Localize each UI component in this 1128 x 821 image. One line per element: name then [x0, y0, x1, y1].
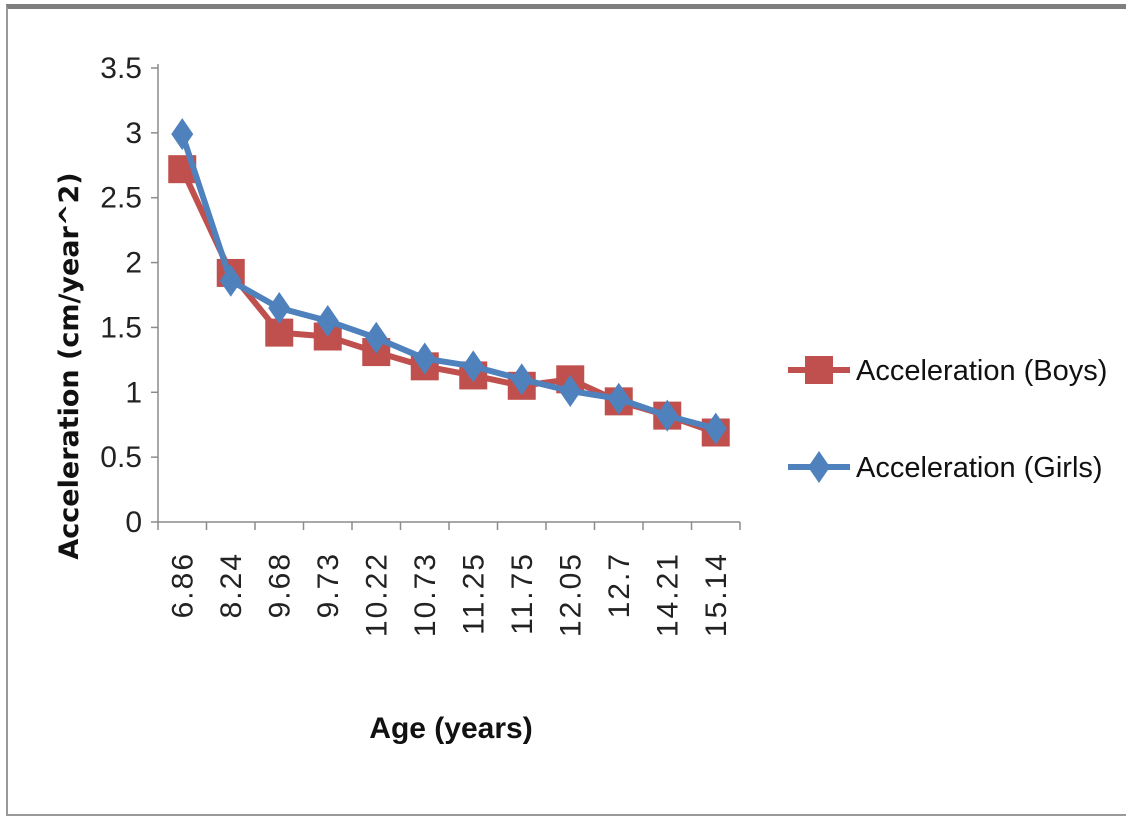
- x-tick-label: 14.21: [651, 552, 684, 637]
- x-tick-label: 11.25: [457, 552, 490, 635]
- data-point-diamond: [171, 118, 194, 151]
- data-point-diamond: [559, 374, 582, 407]
- legend-entry: Acceleration (Girls): [788, 451, 1103, 484]
- x-tick-label: 8.24: [215, 552, 248, 618]
- x-tick-label: 6.86: [166, 552, 199, 618]
- x-tick-label: 12.05: [554, 552, 587, 637]
- y-tick-label: 2.5: [100, 182, 142, 215]
- data-point-diamond: [462, 350, 485, 383]
- y-tick-label: 2: [125, 247, 142, 280]
- legend-label: Acceleration (Girls): [856, 452, 1103, 484]
- x-tick-label: 10.22: [360, 552, 393, 637]
- data-point-diamond: [365, 321, 388, 354]
- data-point-diamond: [607, 382, 630, 415]
- x-tick-label: 15.14: [700, 552, 733, 637]
- legend-marker-diamond: [808, 451, 830, 483]
- data-point-diamond: [510, 363, 533, 396]
- legend-entry: Acceleration (Boys): [788, 355, 1107, 387]
- y-tick-label: 1.5: [100, 311, 142, 344]
- y-tick-label: 3.5: [100, 52, 142, 85]
- x-tick-label: 12.7: [603, 552, 636, 618]
- legend-marker-square: [805, 356, 833, 384]
- x-tick-label: 11.75: [506, 552, 539, 635]
- y-tick-label: 1: [125, 376, 142, 409]
- data-point-diamond: [656, 399, 679, 432]
- x-tick-label: 9.73: [312, 552, 345, 618]
- x-axis-title: Age (years): [369, 712, 532, 745]
- x-tick-label: 9.68: [263, 552, 296, 618]
- x-tick-label: 10.73: [409, 552, 442, 637]
- chart-frame: [6, 4, 1126, 816]
- series-layer: [168, 118, 730, 447]
- series-boys: [168, 155, 730, 447]
- legend: Acceleration (Boys) Acceleration (Girls): [788, 355, 1107, 484]
- x-axis-ticks: 6.86 8.24 9.68 9.73 10.22 10.73 11.25 11.75 12.0…: [157, 522, 741, 637]
- y-tick-label: 0: [125, 506, 142, 539]
- y-axis-ticks: 0 0.5 1 1.5 2 2.5 3 3.5: [100, 52, 158, 539]
- data-point-diamond: [704, 412, 727, 445]
- data-point-diamond: [316, 304, 339, 337]
- legend-label: Acceleration (Boys): [856, 355, 1107, 387]
- series-line: [179, 133, 717, 432]
- y-tick-label: 3: [125, 117, 142, 150]
- data-point-diamond: [219, 264, 242, 297]
- data-point-diamond: [268, 291, 291, 324]
- series-girls: [171, 118, 727, 445]
- y-tick-label: 0.5: [100, 441, 142, 474]
- y-axis-title: Acceleration (cm/year^2): [54, 172, 85, 559]
- data-point-diamond: [413, 342, 436, 375]
